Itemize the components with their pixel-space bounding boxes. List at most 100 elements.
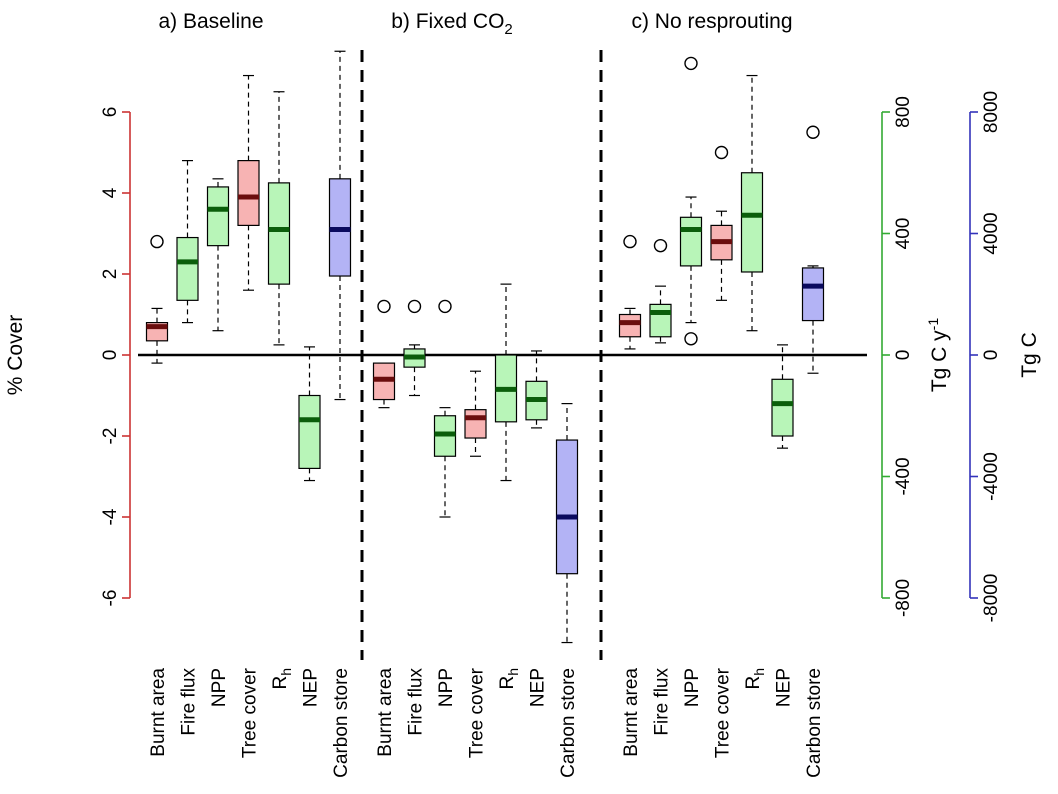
box-0-3	[237, 74, 260, 291]
category-label-main: Burnt area	[621, 668, 642, 757]
box-2-4	[740, 74, 764, 332]
box-iqr	[618, 313, 642, 338]
box-0-5	[298, 346, 321, 482]
box-iqr	[237, 160, 260, 227]
right-axis-tgc: -8000 -4000 0 4000 8000 Tg C	[969, 91, 1041, 623]
right-axis-1-title-main: Tg C y	[928, 330, 951, 392]
box-1-6	[555, 403, 579, 644]
category-label-main: NPP	[682, 668, 703, 707]
panel-title-main: b) Fixed CO	[391, 10, 504, 33]
category-label: NPP	[682, 668, 703, 707]
category-label-main: R	[270, 676, 291, 690]
category-label: Rh	[270, 668, 294, 690]
box-2-0	[618, 234, 642, 350]
right-axis-1-title-sup: -1	[925, 318, 941, 331]
category-label-main: Tree cover	[713, 667, 734, 758]
category-label: Fire flux	[406, 668, 427, 736]
category-label-sub: h	[278, 668, 294, 676]
left-tick-label: 6	[100, 107, 121, 118]
category-label: Carbon store	[558, 668, 579, 778]
box-2-6	[801, 125, 825, 374]
category-label-main: R	[743, 676, 764, 690]
box-0-6	[328, 50, 352, 401]
outlier-point	[684, 56, 698, 71]
category-label-main: R	[497, 676, 518, 690]
category-label: Tree cover	[467, 667, 488, 758]
box-2-2	[679, 56, 703, 346]
box-2-5	[771, 344, 794, 449]
box-2-1	[649, 238, 672, 344]
box-series	[145, 50, 825, 644]
box-0-2	[206, 178, 230, 332]
category-label: Fire flux	[179, 668, 200, 736]
right-2-tick-label: -8000	[981, 574, 1002, 623]
category-label: Tree cover	[240, 667, 261, 758]
category-label: Carbon store	[331, 668, 352, 778]
right-1-tick-label: 400	[893, 218, 914, 250]
right-1-tick-label: 0	[893, 350, 914, 361]
category-labels: Burnt area Fire flux NPP Tree cover Rh NEP Car…	[148, 667, 825, 778]
category-label-main: Burnt area	[148, 668, 169, 757]
right-1-tick-label: 800	[893, 96, 914, 128]
box-0-1	[176, 160, 199, 324]
panel-title-main: c) No resprouting	[631, 10, 792, 33]
category-label: Tree cover	[713, 667, 734, 758]
left-tick-label: -6	[100, 590, 121, 607]
box-0-0	[145, 234, 169, 364]
left-tick-label: 0	[100, 350, 121, 361]
left-tick-label: 2	[100, 269, 121, 280]
category-label-main: Burnt area	[375, 668, 396, 757]
outlier-point	[684, 332, 698, 346]
category-label: NEP	[774, 668, 795, 707]
category-label: NPP	[436, 668, 457, 707]
box-1-0	[372, 299, 396, 409]
panel-title-main: a) Baseline	[158, 10, 263, 33]
category-label-sub: h	[751, 668, 767, 676]
right-2-tick-label: 8000	[981, 91, 1002, 133]
outlier-point	[377, 299, 391, 314]
category-label-main: Fire flux	[406, 668, 427, 736]
category-label-main: NEP	[528, 668, 549, 707]
category-label: Burnt area	[375, 668, 396, 757]
box-iqr	[771, 378, 794, 437]
right-2-tick-label: 4000	[981, 212, 1002, 254]
category-label-main: Carbon store	[558, 668, 579, 778]
box-1-1	[403, 299, 426, 397]
category-label-main: Carbon store	[331, 668, 352, 778]
category-label: Burnt area	[148, 668, 169, 757]
right-axis-tgcy: -800 -400 0 400 800 Tg C y-1	[881, 96, 951, 617]
right-axis-1-title: Tg C y-1	[925, 318, 951, 393]
category-label-main: Tree cover	[240, 667, 261, 758]
panel-title-sub: 2	[504, 21, 512, 38]
category-label-sub: h	[505, 668, 521, 676]
box-1-2	[433, 299, 457, 518]
box-iqr	[176, 236, 199, 301]
left-tick-label: -4	[100, 508, 121, 525]
box-iqr	[206, 186, 230, 247]
outlier-point	[806, 125, 820, 139]
category-label-main: Fire flux	[652, 668, 673, 736]
box-1-3	[464, 370, 487, 457]
category-label: Burnt area	[621, 668, 642, 757]
category-label: Carbon store	[804, 668, 825, 778]
right-2-tick-label: -4000	[981, 452, 1002, 501]
box-2-3	[710, 145, 733, 301]
box-1-4	[494, 283, 518, 482]
category-label: NEP	[301, 668, 322, 707]
outlier-point	[407, 299, 422, 314]
category-label-main: NEP	[301, 668, 322, 707]
box-iqr	[740, 172, 764, 273]
box-1-5	[525, 350, 548, 429]
left-tick-label: -2	[100, 428, 121, 445]
outlier-point	[714, 145, 729, 160]
box-0-4	[267, 91, 291, 346]
category-label-main: NEP	[774, 668, 795, 707]
category-label: Fire flux	[652, 668, 673, 736]
right-axis-2-title: Tg C	[1018, 332, 1041, 378]
box-iqr	[801, 267, 825, 322]
panel-title-1: b) Fixed CO2	[391, 10, 513, 38]
category-label: Rh	[497, 668, 521, 690]
left-tick-label: 4	[100, 187, 121, 198]
category-label-main: Tree cover	[467, 667, 488, 758]
